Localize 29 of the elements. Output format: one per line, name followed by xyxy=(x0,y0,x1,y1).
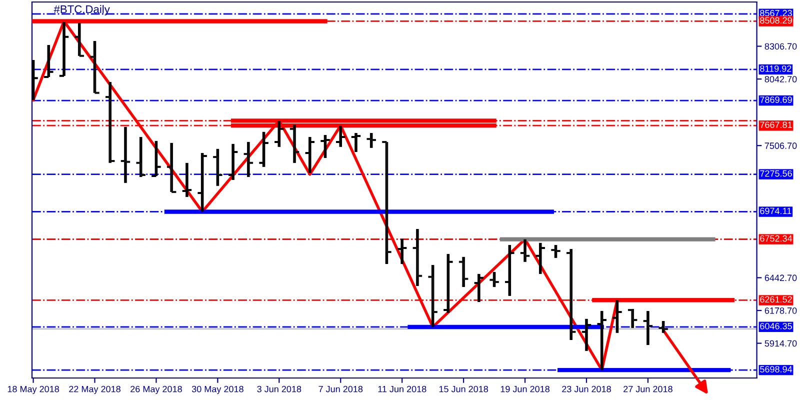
y-tick-label: 6178.70 xyxy=(764,307,797,314)
chart-title: #BTC,Daily xyxy=(54,5,110,16)
y-tick-label: 8306.70 xyxy=(764,43,797,50)
ref-line-label: 6261.52 xyxy=(760,296,792,303)
x-tick-label: 26 May 2018 xyxy=(130,386,182,394)
ref-line-label: 5698.94 xyxy=(760,366,792,372)
y-tick-label: 5914.70 xyxy=(764,340,797,347)
x-tick-label: 30 May 2018 xyxy=(192,386,244,394)
x-tick-label: 22 May 2018 xyxy=(69,386,120,394)
x-tick-label: 23 Jun 2018 xyxy=(562,386,611,392)
x-tick-label: 11 Jun 2018 xyxy=(378,386,426,392)
y-tick-label: 6442.70 xyxy=(764,274,797,282)
ref-line-label: 8567.23 xyxy=(760,10,792,16)
x-tick-label: 19 Jun 2018 xyxy=(500,386,550,392)
x-tick-label: 15 Jun 2018 xyxy=(439,386,488,392)
x-tick-label: 27 Jun 2018 xyxy=(624,386,672,392)
ref-line-label: 6046.35 xyxy=(760,322,792,330)
y-tick-label: 7506.70 xyxy=(764,142,797,149)
ref-line-label: 8508.29 xyxy=(760,17,792,24)
x-tick-label: 3 Jun 2018 xyxy=(257,386,302,392)
x-tick-label: 18 May 2018 xyxy=(8,386,59,394)
ref-line-label: 6974.11 xyxy=(760,208,792,214)
ref-line-label: 8119.92 xyxy=(760,65,792,72)
ref-line-label: 7869.69 xyxy=(760,96,792,103)
x-tick-label: 7 Jun 2018 xyxy=(318,386,363,392)
ref-line-label: 7667.81 xyxy=(760,122,792,128)
y-tick-label: 8042.70 xyxy=(764,76,797,82)
ref-line-label: 6752.34 xyxy=(760,235,792,242)
ref-line-label: 7275.56 xyxy=(760,170,792,177)
